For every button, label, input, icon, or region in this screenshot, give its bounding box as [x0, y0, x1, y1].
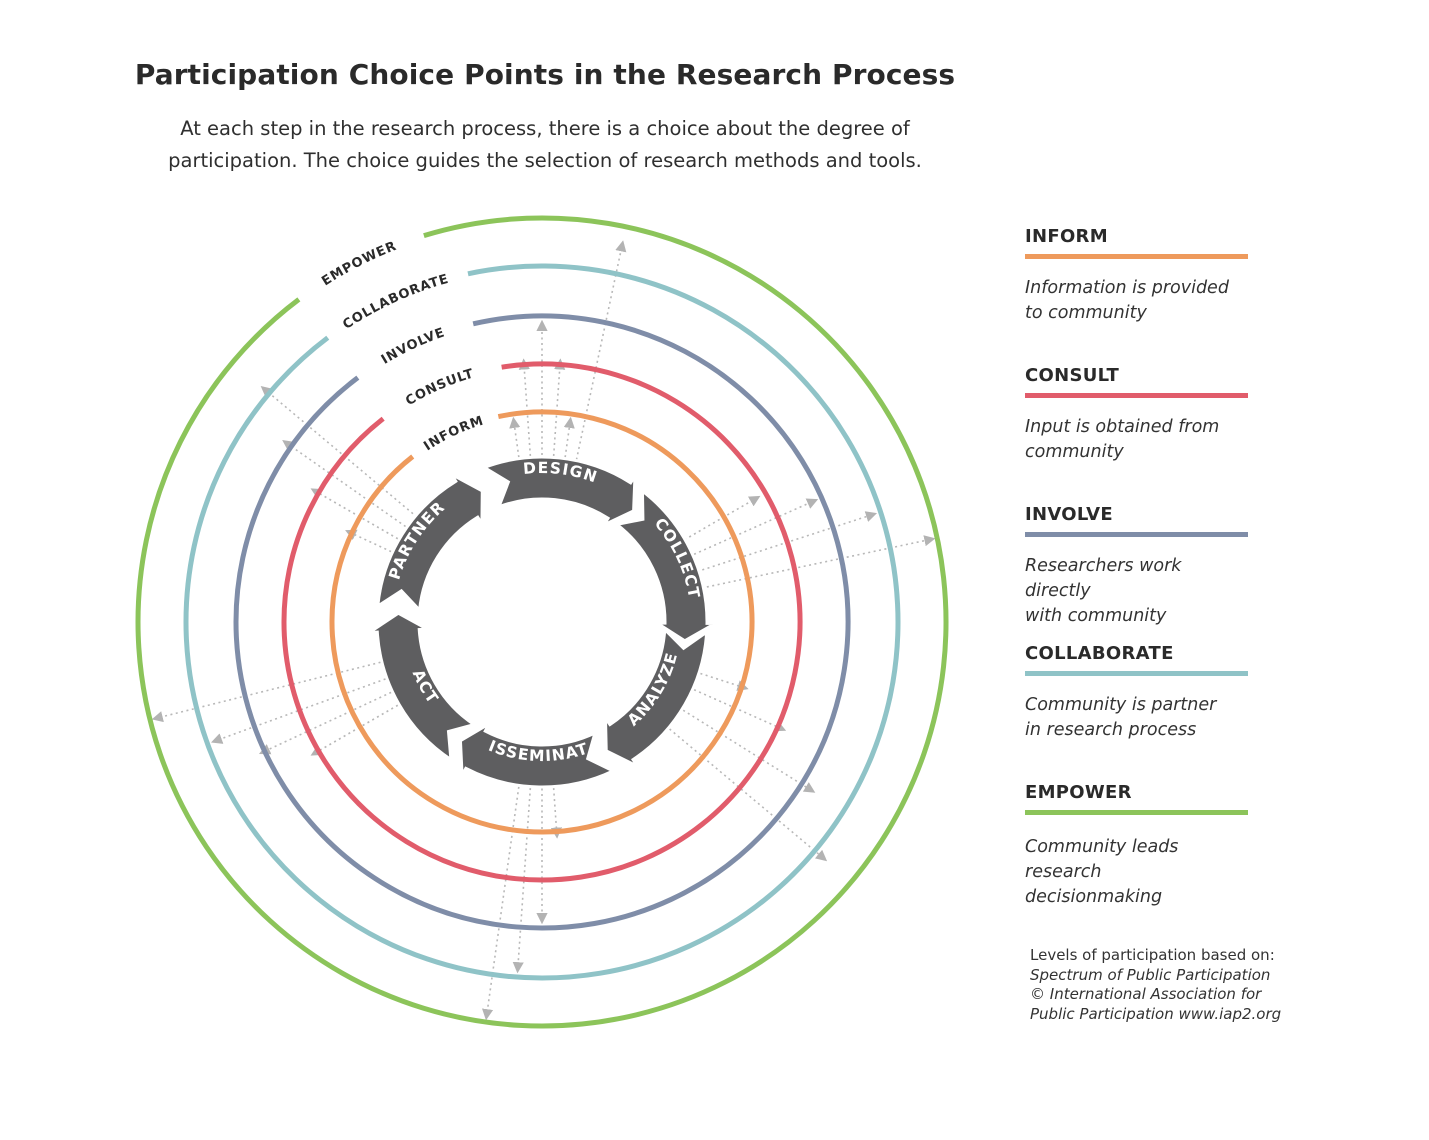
legend-bar-consult — [1025, 393, 1248, 398]
cycle-arrow-partner — [375, 470, 484, 614]
choice-arrow — [310, 488, 423, 557]
legend-item-collaborate: COLLABORATE Community is partner in rese… — [1025, 643, 1248, 743]
source-line-1: Levels of participation based on: — [1030, 946, 1275, 964]
choice-arrow — [310, 687, 423, 756]
ring-line-empower — [135, 215, 949, 1029]
legend-title-collaborate: COLLABORATE — [1025, 643, 1174, 664]
legend-bar-involve — [1025, 532, 1248, 537]
ring-line-involve — [233, 313, 851, 931]
page-title: Participation Choice Points in the Resea… — [134, 58, 956, 91]
page-subtitle: At each step in the research process, th… — [0, 113, 1090, 177]
choice-arrows — [151, 240, 936, 1021]
legend-desc-consult-line-2: community — [1025, 442, 1124, 462]
cycle-arrow-act — [363, 611, 478, 763]
choice-arrow — [566, 240, 627, 481]
source-citation: Levels of participation based on: Spectr… — [1030, 946, 1330, 1024]
legend-item-consult: CONSULT Input is obtained from community — [1025, 365, 1248, 465]
legend-desc-inform-line-2: to community — [1025, 303, 1147, 323]
ring-label-collaborate: COLLABORATE — [340, 272, 450, 333]
subtitle-line-2: participation. The choice guides the sel… — [168, 149, 922, 172]
ring-line-consult — [281, 361, 803, 883]
choice-arrow — [518, 358, 538, 482]
legend-desc-collaborate-line-1: Community is partner — [1025, 695, 1217, 715]
ring-label-involve: INVOLVE — [379, 325, 447, 367]
ring-consult: CONSULT — [281, 361, 803, 883]
choice-arrow — [509, 416, 528, 484]
legend-title-involve: INVOLVE — [1025, 504, 1113, 525]
legend-desc-inform-line-1: Information is provided — [1025, 278, 1229, 298]
cycle-label-disseminate: DISSEMINATE — [0, 0, 591, 765]
choice-arrow — [482, 760, 528, 1021]
cycle-step-design: DESIGN — [480, 455, 637, 529]
cycle-step-act: ACT — [363, 611, 478, 763]
legend-desc-empower-line-2: decisionmaking — [1025, 887, 1163, 907]
legend-item-inform: INFORM Information is provided to commun… — [1025, 226, 1248, 326]
legend-desc-collaborate-line-2: in research process — [1025, 720, 1197, 740]
cycle-arrow-collect — [613, 488, 721, 643]
legend-item-empower: EMPOWER Community leads research decisio… — [1025, 782, 1248, 910]
source-line-2: Spectrum of Public Participation — [1030, 965, 1271, 984]
legend-desc-empower-line-1: Community leads research — [1025, 837, 1179, 882]
legend-desc-involve-line-1: Researchers work directly — [1025, 556, 1182, 601]
legend-title-consult: CONSULT — [1025, 365, 1120, 386]
legend-desc-consult-line-1: Input is obtained from — [1025, 417, 1220, 437]
ring-label-consult: CONSULT — [403, 366, 476, 409]
choice-arrow — [258, 676, 417, 755]
cycle-arrow-analyze — [603, 626, 709, 771]
ring-label-empower: EMPOWER — [319, 239, 399, 289]
source-line-4: Public Participation www.iap2.org — [1030, 1004, 1282, 1023]
legend-desc-involve-line-2: with community — [1025, 606, 1167, 626]
legend-bar-collaborate — [1025, 671, 1248, 676]
choice-arrow — [668, 674, 787, 732]
choice-arrow — [546, 358, 566, 482]
ring-involve: INVOLVE — [233, 313, 851, 931]
legend-bar-inform — [1025, 254, 1248, 259]
legend-desc-consult: Input is obtained from community — [1025, 415, 1248, 465]
cycle-step-analyze: ANALYZE — [603, 626, 709, 771]
legend-title-inform: INFORM — [1025, 226, 1108, 247]
legend-item-involve: INVOLVE Researchers work directly with c… — [1025, 504, 1248, 629]
research-cycle: DESIGNCOLLECTANALYZEDISSEMINATEACTPARTNE… — [0, 0, 721, 789]
choice-arrow — [646, 708, 828, 862]
legend-desc-empower: Community leads research decisionmaking — [1025, 835, 1248, 910]
source-line-3: © International Association for — [1030, 985, 1262, 1003]
ring-label-inform: INFORM — [421, 414, 486, 455]
legend-desc-involve: Researchers work directly with community — [1025, 554, 1248, 629]
cycle-step-collect: COLLECT — [613, 488, 721, 643]
ring-line-inform — [329, 409, 755, 835]
subtitle-line-1: At each step in the research process, th… — [180, 117, 910, 140]
legend-title-empower: EMPOWER — [1025, 782, 1132, 803]
legend-desc-inform: Information is provided to community — [1025, 276, 1248, 326]
legend-desc-collaborate: Community is partner in research process — [1025, 693, 1248, 743]
cycle-step-disseminate: DISSEMINATE — [0, 0, 617, 789]
cycle-arrow-design — [480, 455, 637, 529]
ring-line-collaborate — [183, 263, 901, 981]
legend-bar-empower — [1025, 810, 1248, 815]
cycle-arrow-disseminate — [458, 720, 617, 789]
choice-arrow — [260, 385, 437, 535]
choice-arrow — [512, 762, 538, 974]
cycle-step-partner: PARTNER — [375, 470, 484, 614]
